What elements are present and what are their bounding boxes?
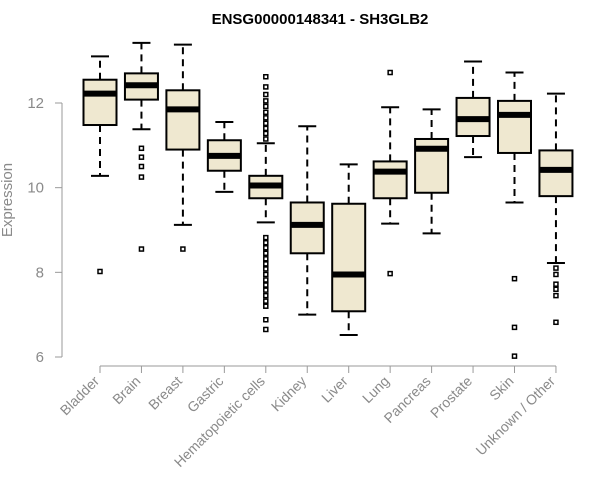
x-tick-label: Kidney	[268, 373, 310, 415]
boxes	[82, 41, 574, 359]
box-iqr	[82, 78, 118, 127]
box-iqr	[538, 149, 574, 198]
box-breast	[165, 43, 201, 252]
outlier-point	[138, 145, 145, 152]
outlier-point	[263, 303, 269, 309]
box-brain	[123, 41, 159, 252]
box-lung	[372, 69, 408, 277]
outlier-point	[263, 103, 269, 110]
y-axis-label: Expression	[0, 163, 16, 237]
box-iqr	[372, 160, 408, 200]
box-iqr	[497, 99, 532, 154]
x-tick-label: Bladder	[57, 373, 103, 419]
outlier-point	[553, 271, 559, 278]
box-gastric	[206, 121, 242, 193]
x-tick-label: Breast	[145, 373, 185, 413]
outlier-point	[263, 245, 269, 251]
outlier-point	[138, 154, 145, 160]
x-tick-label: Liver	[318, 373, 351, 406]
outlier-point	[553, 292, 559, 299]
outlier-point	[263, 292, 269, 299]
box-prostate	[455, 60, 491, 159]
outlier-point	[263, 316, 269, 323]
y-tick-label: 8	[36, 264, 44, 281]
y-tick-label: 10	[27, 180, 44, 197]
outlier-point	[263, 326, 269, 333]
outlier-point	[263, 98, 269, 104]
outlier-point	[263, 125, 269, 132]
outlier-point	[263, 74, 269, 80]
outlier-point	[263, 298, 269, 304]
outlier-point	[263, 261, 269, 267]
x-tick-label: Brain	[109, 373, 143, 407]
box-pancreas	[414, 108, 450, 235]
box-hematopoietic-cells	[248, 74, 284, 333]
y-tick-label: 6	[36, 349, 44, 366]
outlier-point	[263, 91, 269, 98]
outlier-point	[97, 268, 103, 275]
outlier-point	[138, 246, 145, 252]
chart-title: ENSG00000148341 - SH3GLB2	[212, 11, 429, 28]
outlier-point	[263, 271, 269, 278]
outlier-point	[511, 353, 518, 359]
outlier-point	[138, 174, 145, 180]
outlier-point	[553, 281, 559, 287]
box-skin	[497, 71, 532, 359]
outlier-point	[263, 277, 269, 283]
outlier-point	[263, 282, 269, 288]
outlier-point	[553, 319, 559, 326]
outlier-point	[263, 256, 269, 262]
outlier-point	[263, 120, 269, 127]
outlier-point	[263, 266, 269, 272]
outlier-point	[263, 109, 269, 116]
outlier-point	[263, 130, 269, 137]
outlier-point	[511, 324, 518, 331]
box-bladder	[82, 55, 118, 275]
outlier-point	[263, 287, 269, 293]
box-unknown-other	[538, 92, 574, 326]
outlier-point	[511, 275, 518, 282]
outlier-point	[263, 84, 269, 90]
box-iqr	[331, 202, 367, 313]
outlier-point	[263, 250, 269, 257]
x-tick-label: Skin	[486, 373, 517, 404]
outlier-point	[180, 246, 186, 252]
box-iqr	[165, 89, 201, 151]
box-kidney	[289, 125, 325, 316]
y-ticks: 6 8 10 12	[27, 95, 62, 366]
outlier-point	[263, 239, 269, 246]
outlier-point	[553, 265, 559, 271]
y-tick-label: 12	[27, 95, 44, 112]
outlier-point	[553, 286, 559, 293]
x-tick-label: Lung	[359, 373, 392, 406]
outlier-point	[387, 69, 393, 76]
outlier-point	[138, 163, 145, 170]
box-liver	[331, 163, 367, 336]
outlier-point	[263, 136, 269, 142]
x-tick-label: Unknown / Other	[472, 373, 558, 459]
outlier-point	[263, 234, 269, 241]
outlier-point	[263, 115, 269, 121]
x-tick-label: Prostate	[427, 373, 475, 421]
outlier-point	[387, 270, 393, 277]
